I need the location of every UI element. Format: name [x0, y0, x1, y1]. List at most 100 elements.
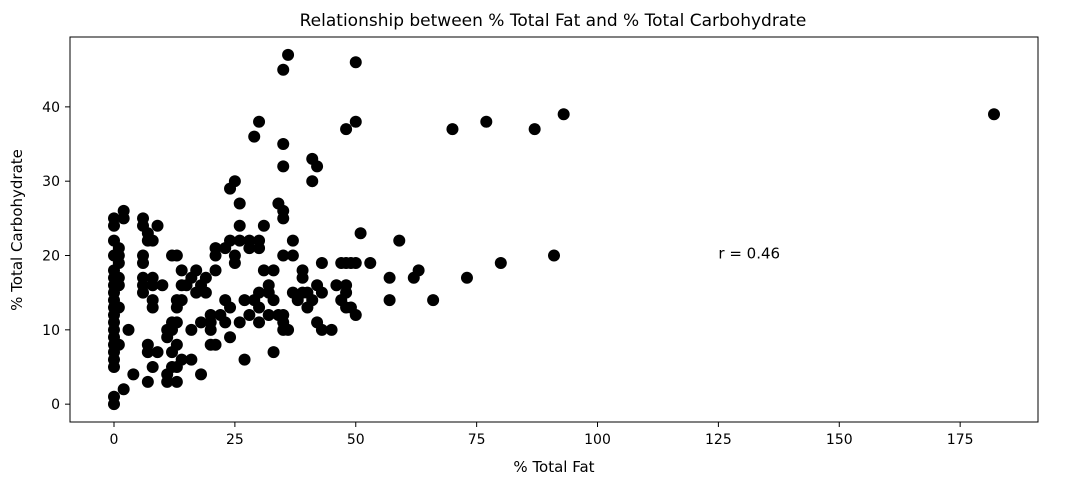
- y-tick-label: 40: [42, 100, 60, 116]
- data-point: [325, 323, 338, 336]
- data-point: [253, 286, 266, 299]
- data-point: [480, 115, 493, 128]
- data-point: [349, 256, 362, 269]
- data-point: [427, 294, 440, 307]
- data-point: [112, 271, 125, 284]
- data-point: [253, 301, 266, 314]
- data-point: [315, 323, 328, 336]
- data-point: [151, 346, 164, 359]
- y-axis-ticks: 0 10 20 30 40: [42, 100, 70, 413]
- data-point: [117, 383, 130, 396]
- data-point: [257, 219, 270, 232]
- x-tick-label: 125: [705, 432, 732, 448]
- x-tick-label: 25: [226, 432, 244, 448]
- data-point: [108, 212, 120, 225]
- chart-title: Relationship between % Total Fat and % T…: [300, 11, 807, 31]
- y-tick-label: 20: [42, 249, 60, 265]
- data-point: [233, 316, 246, 329]
- data-point: [219, 316, 232, 329]
- data-point: [267, 264, 280, 277]
- data-point: [460, 271, 473, 284]
- data-point: [243, 308, 256, 321]
- data-point: [209, 338, 222, 351]
- data-point: [267, 294, 280, 307]
- data-point: [253, 234, 266, 247]
- data-point: [412, 264, 425, 277]
- data-point: [330, 279, 343, 292]
- data-point: [315, 286, 328, 299]
- data-point: [253, 316, 266, 329]
- data-point: [199, 271, 212, 284]
- data-point: [277, 249, 290, 262]
- y-tick-label: 30: [42, 174, 60, 190]
- data-point: [349, 56, 362, 69]
- data-point: [199, 286, 212, 299]
- data-point: [175, 353, 188, 366]
- data-point: [209, 242, 222, 255]
- data-point: [340, 123, 353, 136]
- data-point: [151, 219, 164, 232]
- data-point: [494, 256, 507, 269]
- data-point: [286, 234, 299, 247]
- data-point: [296, 264, 309, 277]
- data-point: [253, 115, 266, 128]
- data-point: [195, 368, 208, 381]
- data-point: [175, 264, 188, 277]
- data-point: [286, 249, 299, 262]
- x-tick-label: 100: [584, 432, 611, 448]
- x-axis-ticks: 0 25 50 75 100 125 150 175: [110, 422, 974, 448]
- data-point: [146, 294, 159, 307]
- data-point: [277, 138, 290, 151]
- data-point: [137, 271, 150, 284]
- x-tick-label: 0: [110, 432, 119, 448]
- data-point: [146, 361, 159, 373]
- data-point: [156, 279, 169, 292]
- data-point: [238, 353, 251, 366]
- data-point: [277, 308, 290, 321]
- data-point: [277, 63, 290, 76]
- data-point: [306, 175, 319, 188]
- data-point: [228, 175, 241, 188]
- data-point: [528, 123, 541, 136]
- data-point: [127, 368, 140, 381]
- x-tick-label: 75: [468, 432, 486, 448]
- data-point: [137, 212, 150, 225]
- data-point: [306, 294, 319, 307]
- data-point: [141, 338, 154, 351]
- data-point: [311, 160, 324, 173]
- data-point: [224, 301, 237, 314]
- data-point: [282, 323, 295, 336]
- correlation-annotation: r = 0.46: [718, 244, 780, 262]
- data-point: [383, 294, 396, 307]
- x-axis-label: % Total Fat: [513, 458, 594, 476]
- data-point: [988, 108, 1000, 121]
- data-point: [175, 294, 188, 307]
- data-point: [146, 234, 159, 247]
- data-point: [393, 234, 406, 247]
- data-point: [228, 249, 241, 262]
- x-tick-label: 50: [347, 432, 365, 448]
- data-point: [224, 331, 237, 344]
- data-point: [238, 294, 251, 307]
- data-point: [233, 234, 246, 247]
- data-point: [340, 279, 353, 292]
- data-point: [112, 338, 125, 351]
- data-point: [195, 316, 208, 329]
- x-tick-label: 150: [826, 432, 853, 448]
- data-point: [117, 204, 130, 217]
- data-point: [349, 115, 362, 128]
- data-point: [262, 308, 275, 321]
- data-point: [354, 227, 367, 240]
- data-point: [185, 323, 198, 336]
- y-axis-label: % Total Carbohydrate: [8, 149, 26, 311]
- y-tick-label: 10: [42, 323, 60, 339]
- data-point: [557, 108, 570, 121]
- data-point: [233, 197, 246, 210]
- data-point: [446, 123, 459, 136]
- data-point: [349, 308, 362, 321]
- data-point: [112, 242, 125, 255]
- data-point: [170, 338, 183, 351]
- data-point: [170, 249, 183, 262]
- data-point: [224, 234, 237, 247]
